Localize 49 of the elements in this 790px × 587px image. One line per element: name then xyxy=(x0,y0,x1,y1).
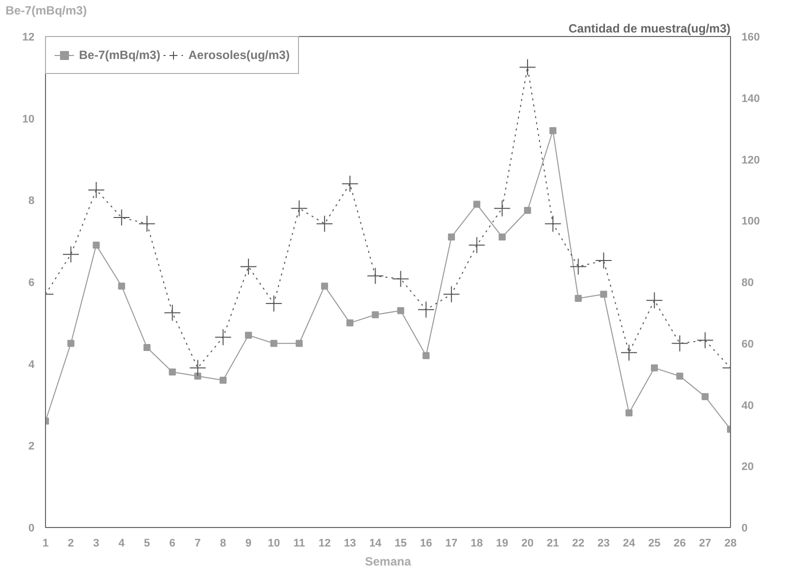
y-tick-label: 10 xyxy=(22,113,35,126)
x-tick-label: 17 xyxy=(445,538,458,550)
y-tick-label: 8 xyxy=(28,195,35,208)
legend-label: Aerosoles(ug/m3) xyxy=(188,48,290,62)
x-tick-label: 25 xyxy=(648,538,661,550)
x-tick-label: 23 xyxy=(598,538,610,550)
x-tick-label: 8 xyxy=(220,538,226,550)
x-axis-title: Semana xyxy=(364,554,412,568)
y2-tick-label: 140 xyxy=(742,92,760,105)
x-tick-label: 2 xyxy=(68,538,74,550)
x-tick-label: 27 xyxy=(699,538,712,550)
y2-tick-label: 160 xyxy=(742,32,760,44)
x-tick-label: 28 xyxy=(724,538,737,550)
x-tick-label: 21 xyxy=(546,538,560,550)
y-tick-label: 6 xyxy=(28,277,35,289)
y2-tick-label: 20 xyxy=(742,461,754,474)
y-tick-label: 12 xyxy=(22,32,35,44)
x-tick-label: 19 xyxy=(496,538,508,550)
x-tick-label: 10 xyxy=(268,538,280,550)
x-tick-label: 5 xyxy=(144,538,150,550)
x-tick-label: 12 xyxy=(318,538,331,550)
x-tick-label: 24 xyxy=(622,538,636,550)
y-tick-label: 0 xyxy=(28,522,35,534)
x-tick-label: 7 xyxy=(194,538,201,550)
x-tick-label: 4 xyxy=(118,538,126,550)
y2-tick-label: 40 xyxy=(742,400,754,412)
x-tick-label: 26 xyxy=(674,538,686,550)
x-tick-label: 3 xyxy=(93,538,100,550)
y2-tick-label: 120 xyxy=(742,154,760,166)
x-tick-label: 18 xyxy=(470,538,483,550)
x-tick-label: 20 xyxy=(521,538,534,550)
x-tick-label: 14 xyxy=(369,538,382,550)
y2-tick-label: 100 xyxy=(742,216,760,228)
y-tick-label: 4 xyxy=(28,358,36,371)
legend-label: Be-7(mBq/m3) xyxy=(79,48,160,62)
x-tick-label: 13 xyxy=(344,538,356,550)
y2-tick-label: 80 xyxy=(742,277,754,289)
x-tick-label: 9 xyxy=(245,538,252,550)
x-tick-label: 22 xyxy=(572,538,584,550)
x-tick-label: 6 xyxy=(169,538,176,550)
x-tick-label: 15 xyxy=(394,538,407,550)
y-axis-title: Be-7(mBq/m3) xyxy=(6,4,87,18)
x-tick-label: 1 xyxy=(42,538,49,550)
x-tick-label: 11 xyxy=(293,538,306,550)
y2-tick-label: 0 xyxy=(742,522,748,534)
y2-axis-title: Cantidad de muestra(ug/m3) xyxy=(568,22,731,36)
y2-tick-label: 60 xyxy=(742,338,754,350)
y-tick-label: 2 xyxy=(28,440,35,453)
x-tick-label: 16 xyxy=(420,538,432,550)
